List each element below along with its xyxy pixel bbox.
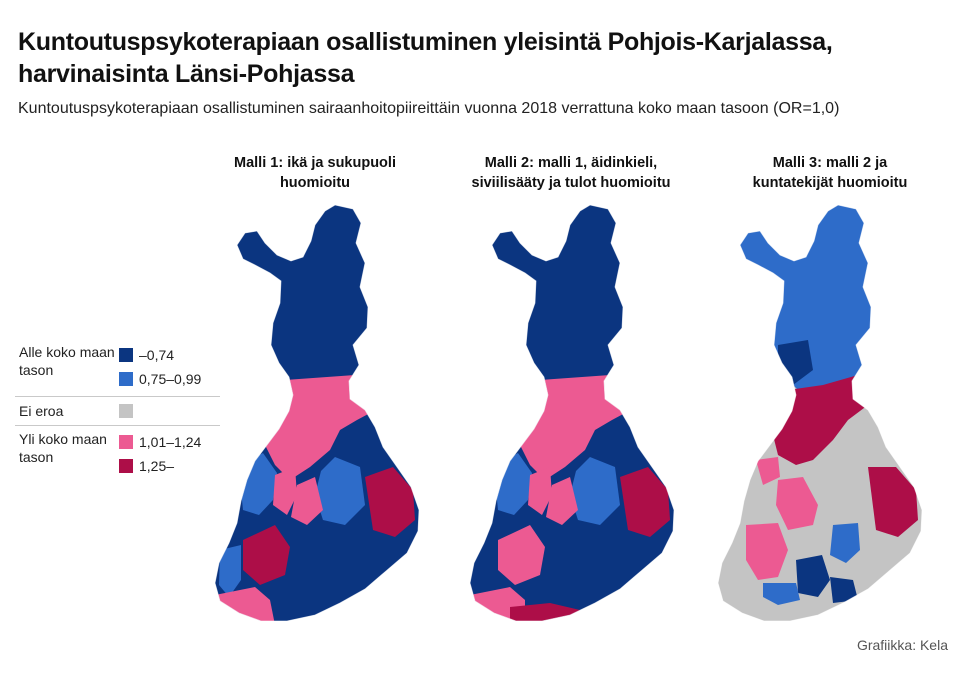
legend-swatch (119, 348, 133, 362)
legend-group-below: Alle koko maan tason –0,74 0,75–0,99 (15, 343, 220, 397)
legend: Alle koko maan tason –0,74 0,75–0,99 Ei … (15, 343, 220, 483)
title-line-2: harvinaisinta Länsi-Pohjassa (18, 60, 355, 88)
region-pirkanmaa (498, 525, 545, 585)
region-keski-suomi (546, 477, 578, 525)
map-2-title: Malli 2: malli 1, äidinkieli, siviilisää… (471, 155, 671, 191)
legend-swatch (119, 459, 133, 473)
legend-group-none: Ei eroa (15, 397, 220, 426)
map-3 (717, 204, 923, 622)
map-3-title: Malli 3: malli 2 ja kuntatekijät huomioi… (752, 155, 908, 191)
region-pohjois-savo (570, 457, 620, 525)
source-credit: Grafiikka: Kela (856, 637, 948, 653)
region-keski-pohjanmaa (528, 467, 552, 515)
region-keski-suomi (291, 477, 323, 525)
title-line-1: Kuntoutuspsykoterapiaan osallistuminen y… (18, 28, 833, 56)
legend-item (119, 399, 220, 423)
region-satakunta (219, 545, 241, 597)
region-pohjois-karjala (868, 467, 918, 537)
chart-subtitle: Kuntoutuspsykoterapiaan osallistuminen s… (18, 100, 840, 117)
region-keski-pohjanmaa (273, 467, 297, 515)
legend-item: –0,74 (119, 343, 220, 367)
region-pirkanmaa (243, 525, 290, 585)
legend-swatch (119, 404, 133, 418)
map-2 (469, 204, 675, 622)
region-pohjois-karjala (620, 467, 670, 537)
region-pohjois-karjala (365, 467, 415, 537)
map-1-title: Malli 1: ikä ja sukupuoli huomioitu (234, 155, 396, 191)
legend-label-above: Yli koko maan tason (19, 431, 107, 465)
region-pohjois-savo (315, 457, 365, 525)
region-kanta-hame (796, 555, 830, 597)
region-vaasa (756, 457, 780, 485)
region-lappi (718, 205, 922, 400)
region-kymenlaakso (830, 577, 858, 603)
legend-item: 1,01–1,24 (119, 430, 220, 454)
legend-swatch (119, 372, 133, 386)
region-keski-suomi (776, 477, 818, 530)
chart-title: Kuntoutuspsykoterapiaan osallistuminen y… (18, 26, 918, 90)
region-etela-savo (830, 523, 860, 563)
legend-label-none: Ei eroa (19, 403, 64, 419)
region-pirkanmaa (746, 523, 788, 580)
legend-item: 0,75–0,99 (119, 367, 220, 391)
legend-swatch (119, 435, 133, 449)
map-1 (214, 204, 420, 622)
region-uusimaa-west (763, 583, 800, 605)
legend-item: 1,25– (119, 454, 220, 478)
legend-group-above: Yli koko maan tason 1,01–1,24 1,25– (15, 426, 220, 483)
legend-label-below: Alle koko maan tason (19, 344, 115, 378)
